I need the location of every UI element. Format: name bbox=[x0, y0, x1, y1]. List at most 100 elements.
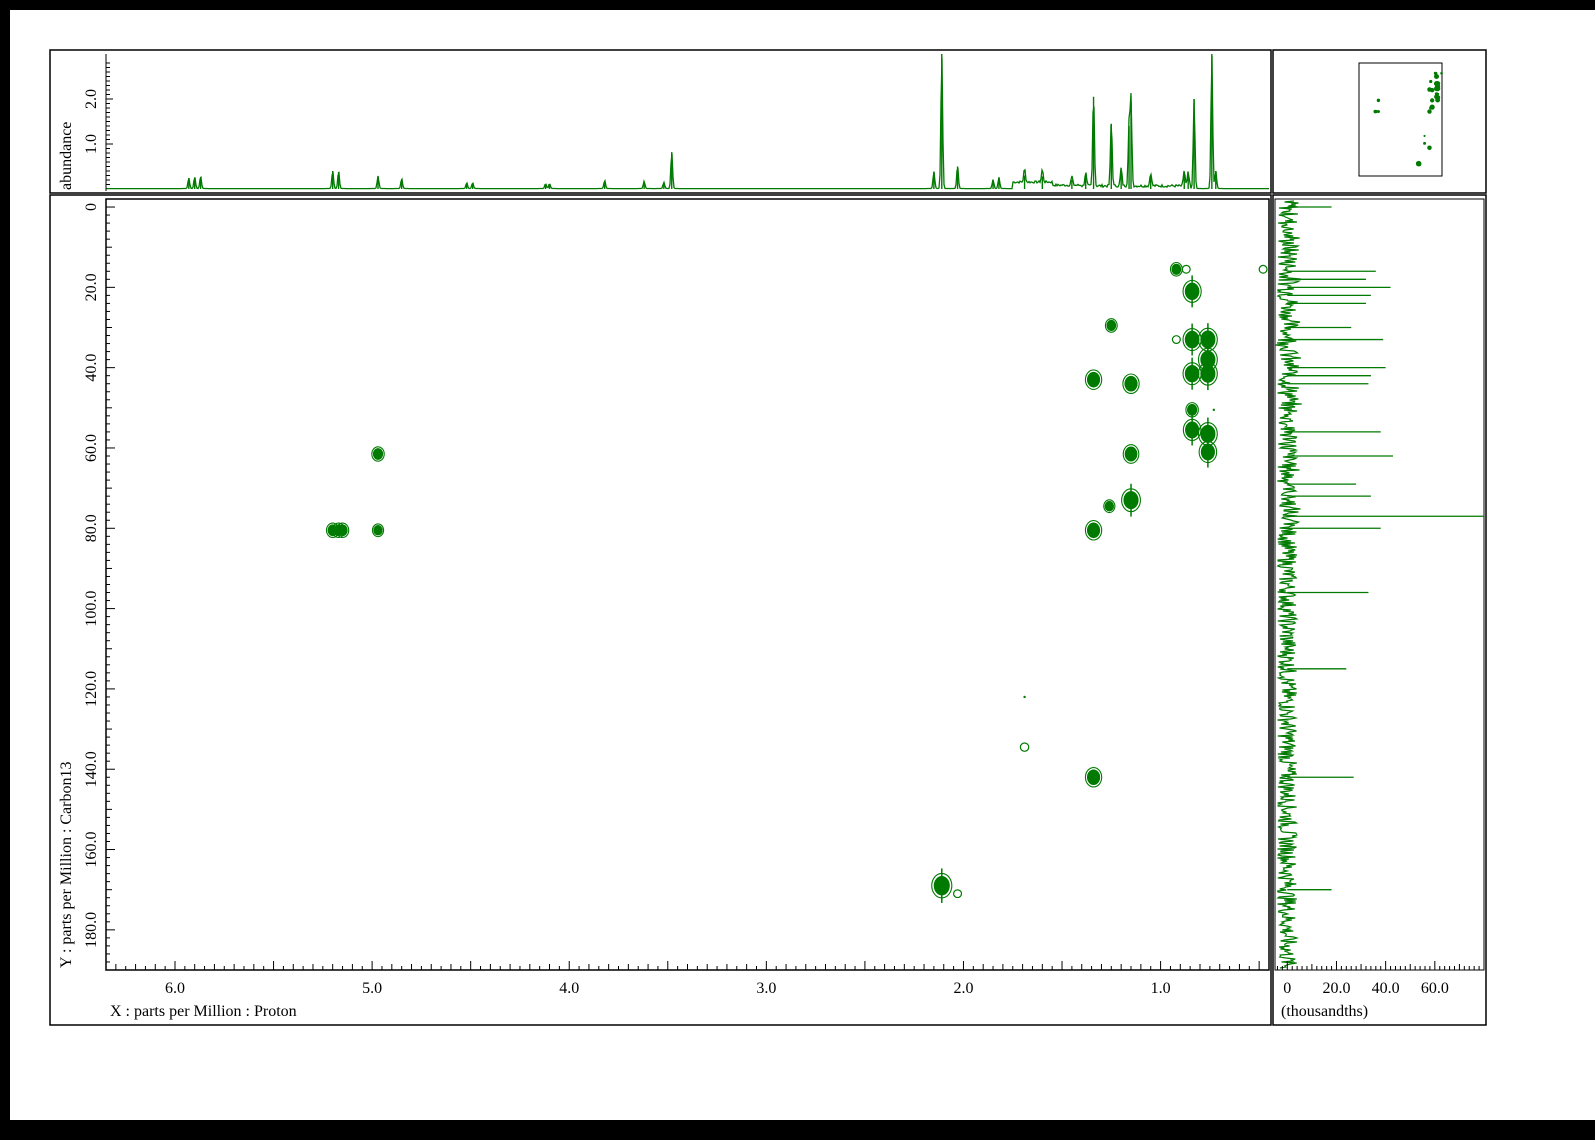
cross-peak-core bbox=[1086, 371, 1101, 388]
right-x-tick-label: 20.0 bbox=[1322, 980, 1350, 997]
cross-peak-8 bbox=[1019, 742, 1030, 752]
cross-peak-13 bbox=[1103, 499, 1116, 514]
x-tick-label: 1.0 bbox=[1151, 980, 1171, 997]
cross-peak-core bbox=[1171, 263, 1182, 275]
cross-peak-contour bbox=[953, 889, 963, 899]
cross-peak-core bbox=[337, 524, 348, 537]
top-projection: 1.0 2.0 bbox=[83, 54, 1269, 191]
cross-peak-2 bbox=[335, 522, 350, 539]
cross-peak-16 bbox=[1121, 483, 1141, 517]
y-tick-label: 140.0 bbox=[83, 751, 100, 787]
right-x-tick-label: 60.0 bbox=[1421, 980, 1449, 997]
overview-peak bbox=[1434, 74, 1440, 80]
top-y-tick-label: 2.0 bbox=[83, 89, 100, 109]
cross-peak-dot bbox=[1212, 408, 1216, 412]
overview-peak bbox=[1427, 145, 1432, 150]
x-tick-label: 6.0 bbox=[165, 980, 185, 997]
overview-peak bbox=[1423, 141, 1426, 145]
cross-peak-contour bbox=[1258, 264, 1268, 274]
overview-peak bbox=[1440, 71, 1443, 75]
cross-peak-18 bbox=[1181, 264, 1191, 274]
cross-peak-3 bbox=[371, 446, 385, 462]
cross-peak-24 bbox=[1171, 335, 1181, 345]
cross-peak-contour bbox=[1122, 444, 1140, 464]
cross-peak-27 bbox=[1197, 357, 1218, 391]
y-tick-label: 80.0 bbox=[83, 514, 100, 542]
cross-peak-core bbox=[1124, 446, 1138, 462]
top-y-axis-label: abundance bbox=[58, 122, 75, 190]
top-projection-frame bbox=[49, 49, 1272, 194]
y-tick-label: 20.0 bbox=[83, 273, 100, 301]
overview-peak bbox=[1423, 134, 1426, 138]
cross-peak-contour bbox=[1181, 264, 1191, 274]
right-x-tick-label: 0 bbox=[1283, 980, 1291, 997]
overview-peak bbox=[1376, 110, 1380, 114]
cross-peak-dot bbox=[1023, 695, 1026, 699]
cross-peak-28 bbox=[1197, 417, 1218, 451]
cross-peak-core bbox=[1186, 403, 1198, 416]
y-tick-label: 60.0 bbox=[83, 434, 100, 462]
cross-peak-contour bbox=[1084, 520, 1103, 541]
overview-peak bbox=[1429, 79, 1433, 84]
cross-peak-contour bbox=[1084, 766, 1103, 788]
cross-peak-core bbox=[373, 525, 383, 536]
cross-peak-9 bbox=[1084, 369, 1103, 390]
y-tick-label: 180.0 bbox=[83, 912, 100, 948]
overview-box bbox=[1358, 62, 1443, 177]
overview-thumbnail bbox=[1358, 62, 1443, 177]
cross-peak-contour bbox=[1103, 499, 1116, 514]
overview-peak bbox=[1430, 98, 1435, 103]
y-tick-label: 100.0 bbox=[83, 591, 100, 627]
cross-peak-6 bbox=[953, 889, 963, 899]
cross-peak-contour bbox=[335, 522, 350, 539]
cross-peak-5 bbox=[931, 868, 953, 903]
top-y-tick-label: 1.0 bbox=[83, 134, 100, 154]
cross-peak-11 bbox=[1084, 766, 1103, 788]
cross-peak-contour bbox=[1084, 369, 1103, 390]
overview-peak bbox=[1436, 92, 1440, 96]
y-tick-label: 120.0 bbox=[83, 671, 100, 707]
y-tick-label: 40.0 bbox=[83, 354, 100, 382]
cross-peak-core bbox=[1104, 500, 1115, 512]
cross-peak-core bbox=[372, 448, 384, 460]
y-tick-label: 0 bbox=[83, 203, 100, 211]
cross-peak-contour bbox=[371, 446, 385, 462]
right-projection-line bbox=[1275, 200, 1302, 969]
y-axis-label: Y : parts per Million : Carbon13 bbox=[58, 762, 75, 969]
cross-peak-19 bbox=[1182, 275, 1202, 308]
cross-peak-core bbox=[1086, 769, 1101, 786]
cross-peak-29 bbox=[1198, 436, 1218, 468]
x-axis-label: X : parts per Million : Proton bbox=[110, 1003, 297, 1020]
cross-peak-17 bbox=[1169, 261, 1183, 277]
overview-peak bbox=[1429, 104, 1435, 110]
right-projection bbox=[1275, 200, 1484, 969]
right-x-axis-label: (thousandths) bbox=[1281, 1003, 1368, 1020]
cross-peak-21 bbox=[1182, 357, 1202, 390]
cross-peak-12 bbox=[1104, 318, 1118, 333]
overview-peak bbox=[1429, 87, 1435, 93]
overview-peak bbox=[1374, 109, 1378, 114]
right-x-tick-label: 40.0 bbox=[1372, 980, 1400, 997]
main-plot-area bbox=[105, 198, 1270, 971]
cross-peak-31 bbox=[1212, 408, 1216, 412]
overview-peak bbox=[1434, 71, 1438, 75]
cross-peak-10 bbox=[1084, 520, 1103, 541]
cross-peak-contour bbox=[1171, 335, 1181, 345]
overview-frame bbox=[1272, 49, 1487, 194]
cross-peak-4 bbox=[371, 523, 385, 538]
hsqc-chart: 1.0 2.0 6.0 5.0 4.0 3.0 2.0 1.0 0 20.0 40.0 60.0 80… bbox=[49, 49, 1487, 1026]
y-tick-label: 160.0 bbox=[83, 832, 100, 868]
overview-peak bbox=[1435, 97, 1441, 103]
cross-peak-7 bbox=[1023, 695, 1026, 699]
main-plot-frame bbox=[49, 194, 1272, 1026]
x-tick-label: 3.0 bbox=[756, 980, 776, 997]
cross-peak-core bbox=[1086, 522, 1101, 539]
x-tick-label: 5.0 bbox=[362, 980, 382, 997]
cross-peak-core bbox=[1106, 319, 1117, 332]
x-tick-label: 4.0 bbox=[559, 980, 579, 997]
axes: 6.0 5.0 4.0 3.0 2.0 1.0 0 20.0 40.0 60.0 80.0 100.0… bbox=[83, 203, 1485, 997]
x-tick-label: 2.0 bbox=[953, 980, 973, 997]
overview-peak bbox=[1435, 86, 1441, 92]
cross-peak-30 bbox=[1258, 264, 1268, 274]
cross-peak-contour bbox=[1122, 373, 1140, 394]
